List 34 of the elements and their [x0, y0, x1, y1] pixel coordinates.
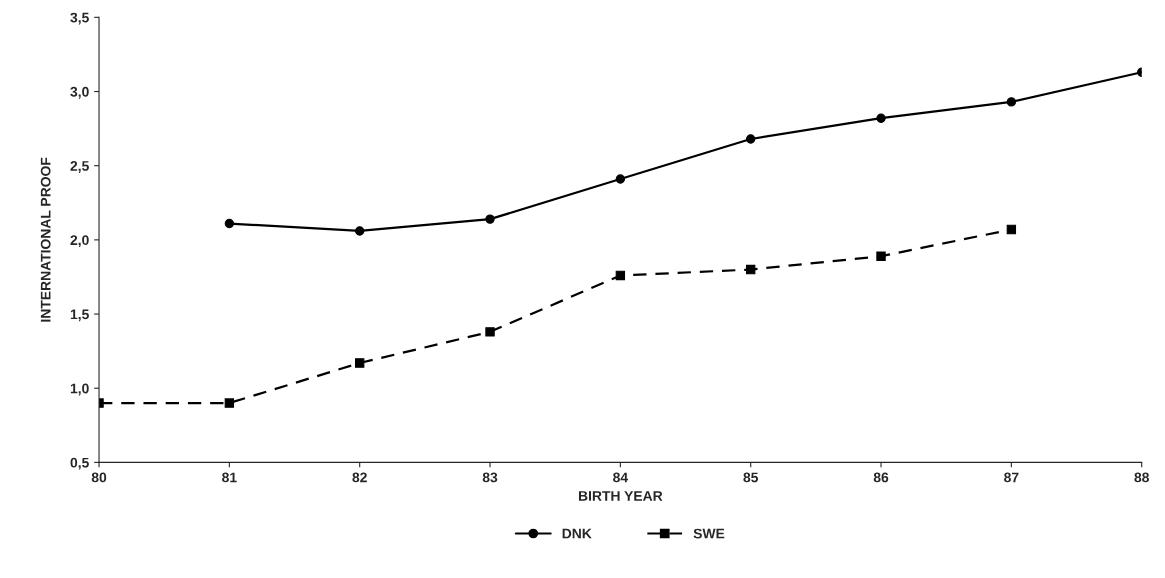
y-tick-label: 3,0	[70, 86, 89, 99]
x-tick-label: 81	[222, 472, 237, 483]
x-tick-label: 87	[1004, 472, 1019, 483]
point	[485, 327, 495, 337]
point	[615, 174, 626, 184]
y-tick-label: 1,5	[70, 309, 89, 322]
point	[224, 398, 235, 408]
point	[615, 270, 626, 281]
x-tick-label: 83	[482, 472, 498, 483]
x-tick-label: 80	[91, 472, 107, 483]
x-tick-label: 85	[743, 472, 759, 483]
y-tick-label: 3,5	[70, 12, 89, 25]
x-tick-label: 82	[352, 472, 367, 483]
legend-label: SWE	[693, 528, 725, 539]
point	[746, 264, 756, 275]
point	[1006, 97, 1017, 107]
legend-label: DNK	[562, 528, 592, 539]
y-tick-label: 2,0	[70, 235, 89, 248]
x-axis-title: BIRTH YEAR	[578, 491, 663, 501]
x-tick-label: 84	[613, 472, 629, 483]
point	[224, 218, 235, 229]
point	[746, 134, 756, 144]
point	[355, 358, 365, 368]
point	[876, 113, 886, 123]
point	[1006, 224, 1017, 235]
y-axis-title: INTERNATIONAL PROOF	[40, 157, 51, 322]
y-tick-label: 1,0	[70, 383, 89, 396]
y-tick-label: 2,5	[70, 161, 89, 173]
point	[876, 251, 886, 261]
point	[355, 226, 365, 236]
point	[485, 214, 495, 224]
x-tick-label: 86	[873, 472, 889, 483]
x-tick-label: 88	[1134, 472, 1149, 483]
y-tick-label: 0,5	[70, 457, 89, 470]
